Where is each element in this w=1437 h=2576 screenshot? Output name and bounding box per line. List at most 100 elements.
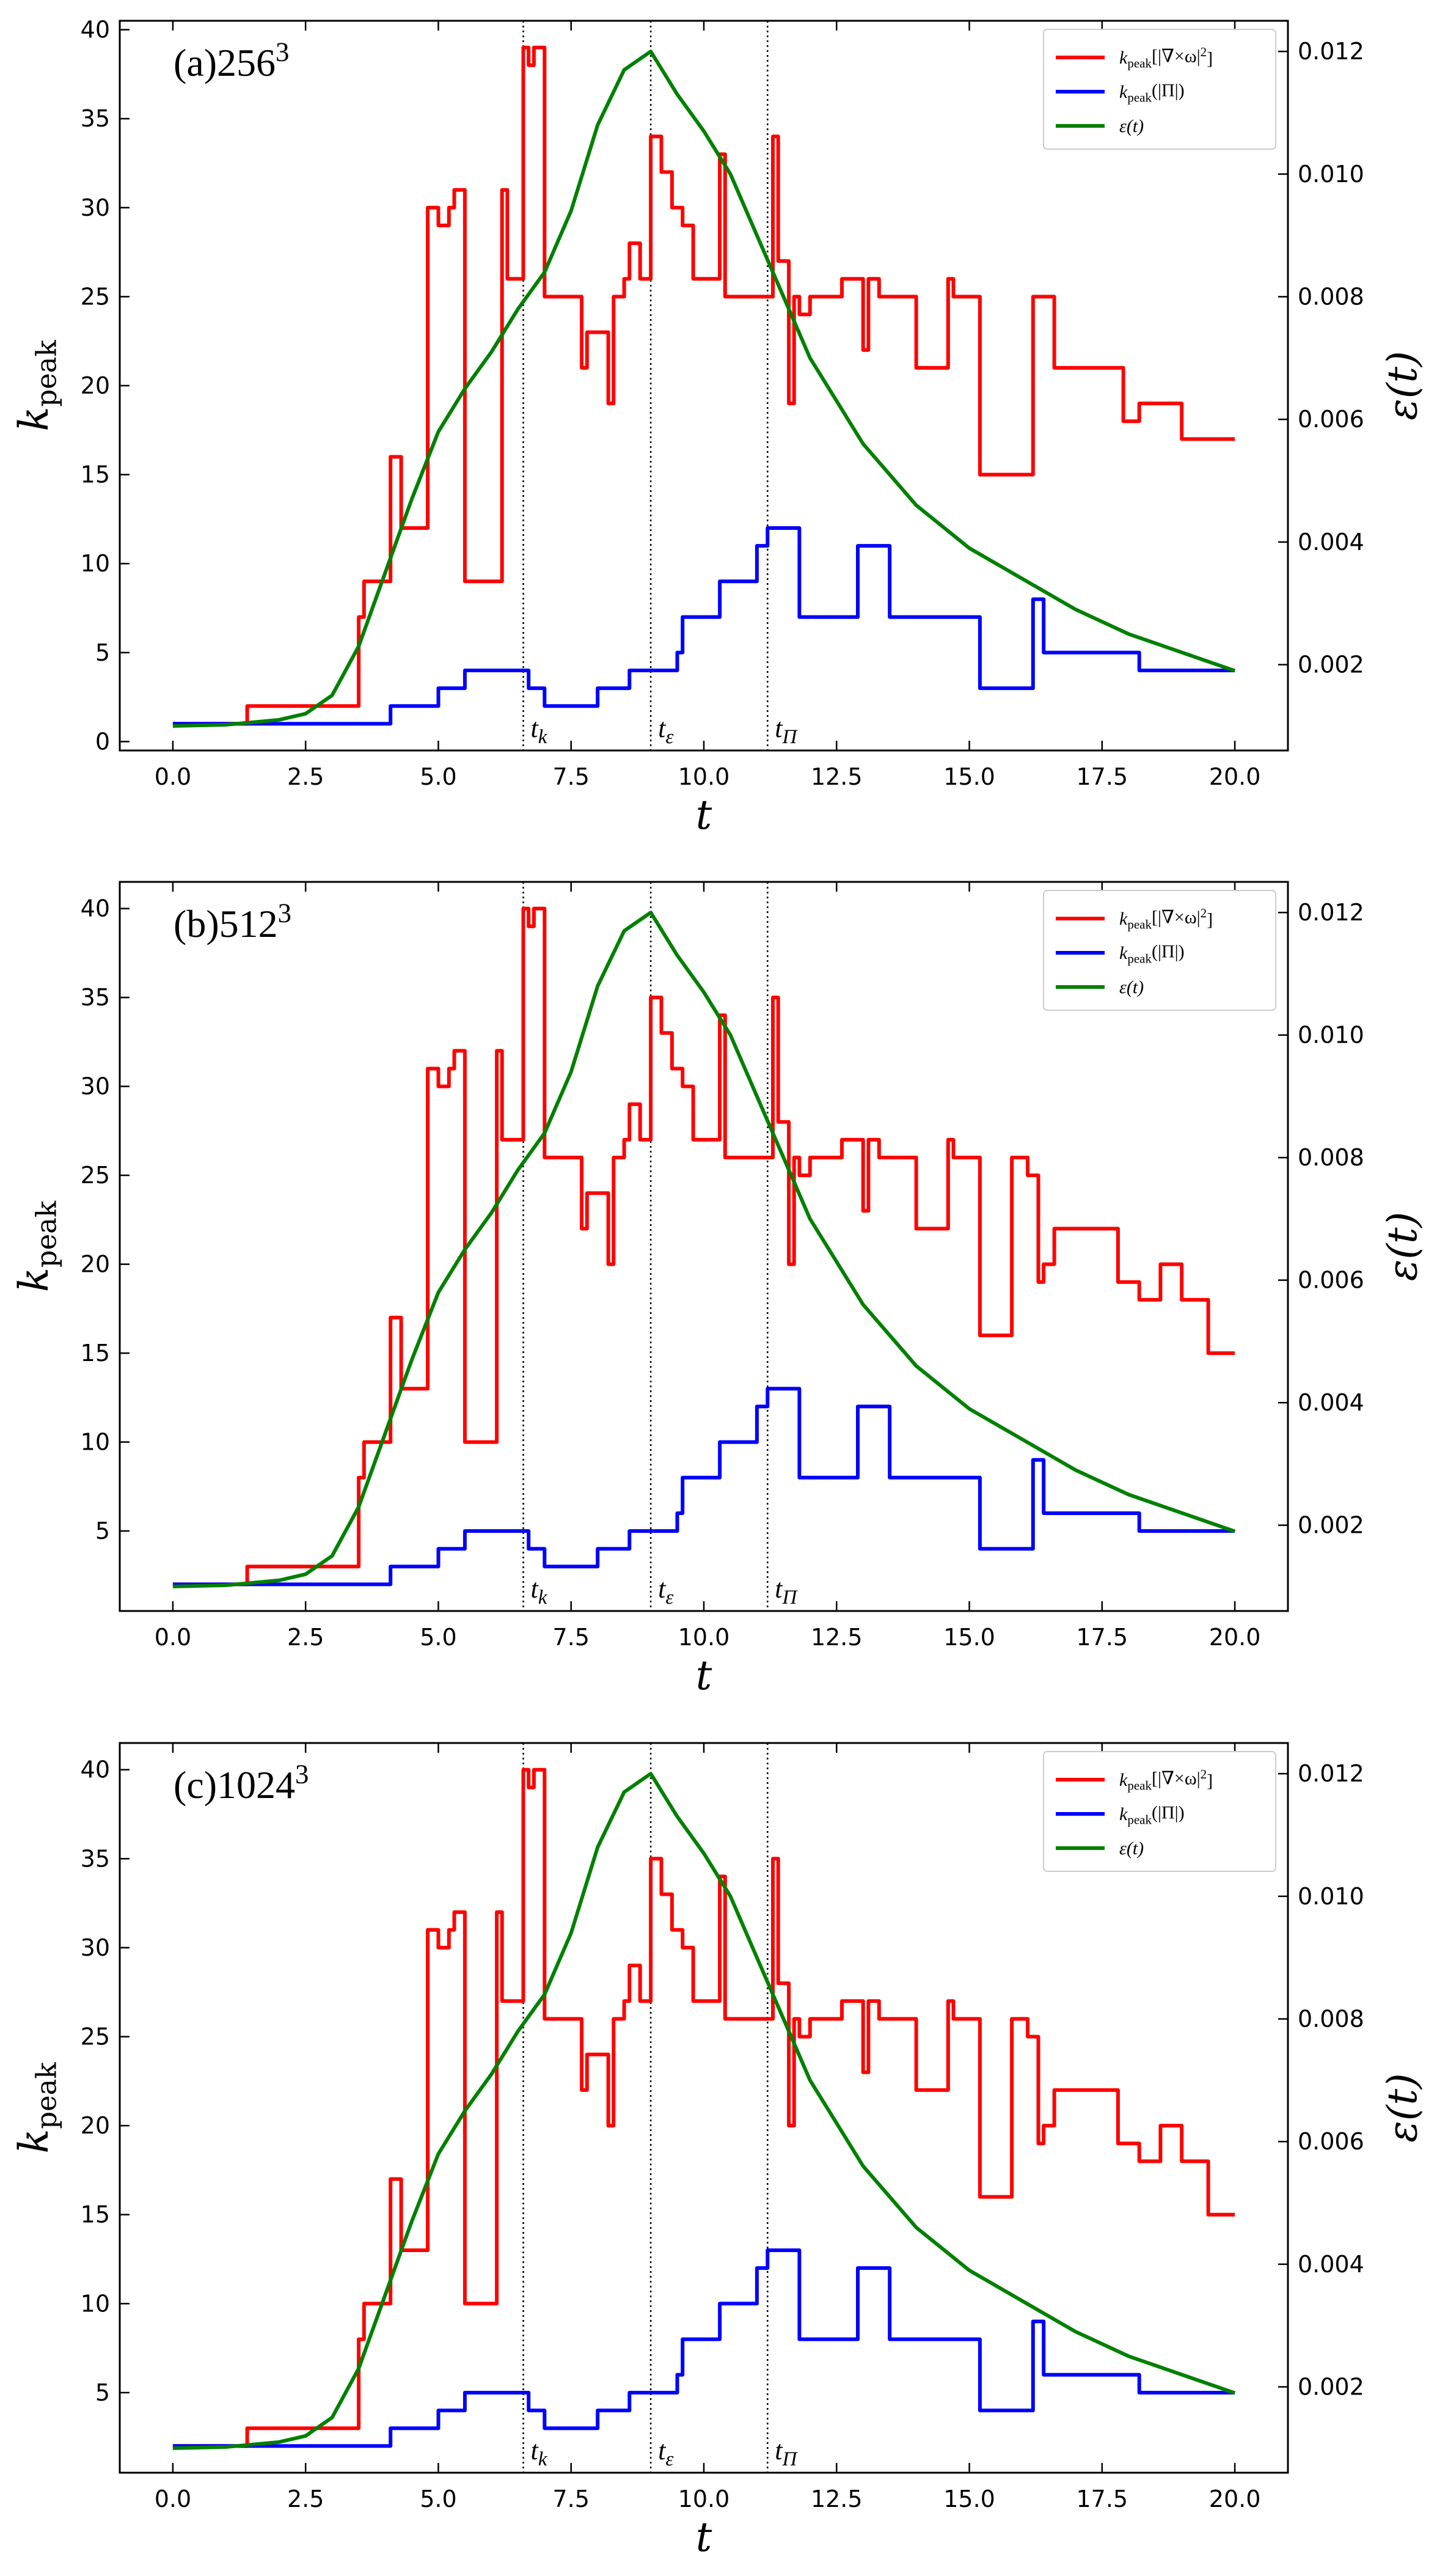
y2-axis-label: ε(t) [1379, 2073, 1426, 2142]
y2-tick-label: 0.012 [1298, 1760, 1364, 1787]
series-line [172, 1772, 1236, 2450]
panel-label: (c)10243 [174, 1758, 309, 1807]
y2-tick-label: 0.012 [1298, 899, 1364, 926]
y-tick-label: 20 [81, 2112, 110, 2139]
panel-1: 0.0 2.5 5.0 7.5 10.0 12.5 15.0 17.5 20.0 0 5 10 15 20… [10, 17, 1426, 838]
series-line [172, 526, 1235, 726]
x-tick-label: 12.5 [811, 2486, 863, 2512]
y-tick-label: 15 [81, 461, 110, 488]
x-tick-label: 20.0 [1209, 763, 1261, 790]
y-axis-label: kpeak [10, 1200, 62, 1292]
panel-2: 0.0 2.5 5.0 7.5 10.0 12.5 15.0 17.5 20.0 5 10 15 20 2… [10, 881, 1426, 1699]
x-axis-label: t [696, 2514, 712, 2561]
x-axis-label: t [696, 791, 712, 838]
x-tick-label: 17.5 [1077, 763, 1128, 790]
y-tick-label: 5 [95, 639, 110, 666]
legend-label: kpeak[|∇×ω|2] [1119, 45, 1213, 70]
vline-label: tk [531, 2435, 548, 2470]
y-tick-label: 0 [95, 728, 110, 755]
legend-label: kpeak(|Π|) [1119, 80, 1185, 105]
vline-label: tk [531, 713, 548, 748]
series-line [172, 50, 1236, 728]
x-tick-label: 2.5 [287, 763, 324, 790]
x-tick-label: 15.0 [943, 1624, 995, 1651]
x-tick-label: 15.0 [943, 763, 995, 790]
y2-tick-label: 0.006 [1298, 406, 1364, 433]
series-line [172, 2248, 1235, 2448]
x-tick-label: 7.5 [553, 763, 590, 790]
series-line [172, 906, 1235, 1587]
x-tick-label: 7.5 [553, 1624, 590, 1651]
x-tick-label: 5.0 [420, 2486, 456, 2512]
vline-label: tε [658, 713, 673, 748]
x-tick-label: 7.5 [553, 2486, 590, 2512]
x-tick-label: 10.0 [678, 1624, 730, 1651]
y-tick-label: 10 [81, 1429, 110, 1456]
x-tick-label: 0.0 [155, 1624, 191, 1651]
y-tick-label: 15 [81, 2201, 110, 2228]
x-tick-label: 2.5 [287, 2486, 324, 2512]
x-tick-label: 20.0 [1209, 1624, 1261, 1651]
y-tick-label: 5 [95, 1517, 110, 1544]
y2-tick-label: 0.010 [1298, 1883, 1364, 1910]
y-axis-label: kpeak [10, 2062, 62, 2154]
y-tick-label: 35 [81, 1845, 110, 1872]
x-tick-label: 2.5 [287, 1624, 324, 1651]
y-tick-label: 30 [81, 1073, 110, 1100]
y-tick-label: 10 [81, 550, 110, 577]
y-tick-label: 25 [81, 2024, 110, 2050]
x-axis-label: t [696, 1652, 712, 1699]
y-tick-label: 10 [81, 2290, 110, 2317]
x-tick-label: 0.0 [155, 2486, 191, 2512]
panel-label: (b)5123 [174, 897, 291, 945]
y2-tick-label: 0.002 [1298, 2374, 1364, 2401]
y-axis-label: kpeak [10, 340, 62, 431]
vline-label: tk [531, 1574, 548, 1609]
y-tick-label: 40 [81, 17, 110, 43]
y2-tick-label: 0.004 [1298, 2251, 1364, 2278]
x-tick-label: 10.0 [678, 763, 730, 790]
y2-tick-label: 0.002 [1298, 1512, 1364, 1539]
vline-label: tΠ [775, 713, 798, 748]
y2-tick-label: 0.004 [1298, 529, 1364, 556]
y2-axis-label: ε(t) [1379, 1212, 1426, 1281]
legend-label: ε(t) [1119, 116, 1144, 136]
vline-label: tε [658, 2435, 673, 2470]
y2-tick-label: 0.008 [1298, 1144, 1364, 1171]
legend-label: kpeak[|∇×ω|2] [1119, 906, 1213, 931]
y-tick-label: 20 [81, 372, 110, 399]
y2-axis-label: ε(t) [1379, 351, 1426, 420]
vline-label: tε [658, 1574, 673, 1609]
legend-label: ε(t) [1119, 1838, 1144, 1859]
series-line [172, 1767, 1235, 2448]
y2-tick-label: 0.004 [1298, 1389, 1364, 1416]
y2-tick-label: 0.010 [1298, 1022, 1364, 1049]
y-tick-label: 30 [81, 1934, 110, 1961]
series-line [172, 911, 1236, 1588]
y2-tick-label: 0.006 [1298, 2128, 1364, 2155]
panel-label: (a)2563 [174, 36, 289, 84]
y-tick-label: 25 [81, 1162, 110, 1189]
y-tick-label: 30 [81, 194, 110, 221]
x-tick-label: 17.5 [1077, 2486, 1128, 2512]
x-tick-label: 17.5 [1077, 1624, 1128, 1651]
vline-label: tΠ [775, 2435, 798, 2470]
y-tick-label: 40 [81, 1756, 110, 1783]
x-tick-label: 5.0 [420, 1624, 456, 1651]
y-tick-label: 20 [81, 1251, 110, 1278]
x-tick-label: 10.0 [678, 2486, 730, 2512]
legend-label: kpeak[|∇×ω|2] [1119, 1767, 1213, 1793]
y-tick-label: 5 [95, 2379, 110, 2406]
x-tick-label: 20.0 [1209, 2486, 1261, 2512]
vline-label: tΠ [775, 1574, 798, 1609]
y2-tick-label: 0.008 [1298, 284, 1364, 310]
y2-tick-label: 0.010 [1298, 161, 1364, 188]
y-tick-label: 40 [81, 895, 110, 922]
y-tick-label: 35 [81, 105, 110, 132]
y2-tick-label: 0.002 [1298, 651, 1364, 678]
series-line [172, 45, 1235, 726]
legend-label: ε(t) [1119, 977, 1144, 997]
series-line [172, 1387, 1235, 1587]
y-tick-label: 15 [81, 1340, 110, 1367]
